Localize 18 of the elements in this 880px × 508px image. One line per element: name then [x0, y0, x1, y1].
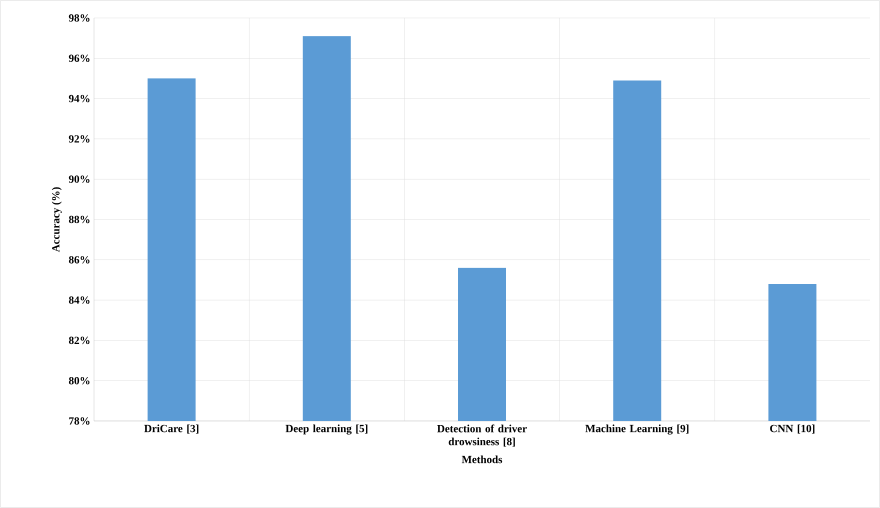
y-tick-label: 78% [69, 417, 90, 425]
y-tick-label: 88% [68, 216, 90, 224]
y-tick-label: 96% [68, 54, 90, 62]
y-tick-label: 82% [68, 336, 90, 344]
x-tick-label: CNN [10] [770, 424, 814, 434]
x-tick-label: Detection of driver drowsiness [8] [437, 424, 527, 447]
x-tick-label: Machine Learning [9] [585, 424, 688, 435]
y-tick-label: 98% [68, 14, 90, 22]
y-tick-label: 90% [68, 175, 90, 183]
x-tick-label: DriCare [3] [144, 424, 198, 434]
y-tick-label: 86% [68, 256, 90, 264]
x-axis-title: Methods [462, 455, 502, 464]
y-axis-title: Accuracy (%) [52, 187, 62, 252]
x-tick-label: Deep learning [5] [286, 424, 368, 435]
y-tick-label: 94% [68, 94, 90, 102]
y-tick-label: 84% [68, 296, 90, 304]
y-tick-label: 92% [68, 135, 90, 143]
y-tick-label: 80% [68, 376, 90, 384]
